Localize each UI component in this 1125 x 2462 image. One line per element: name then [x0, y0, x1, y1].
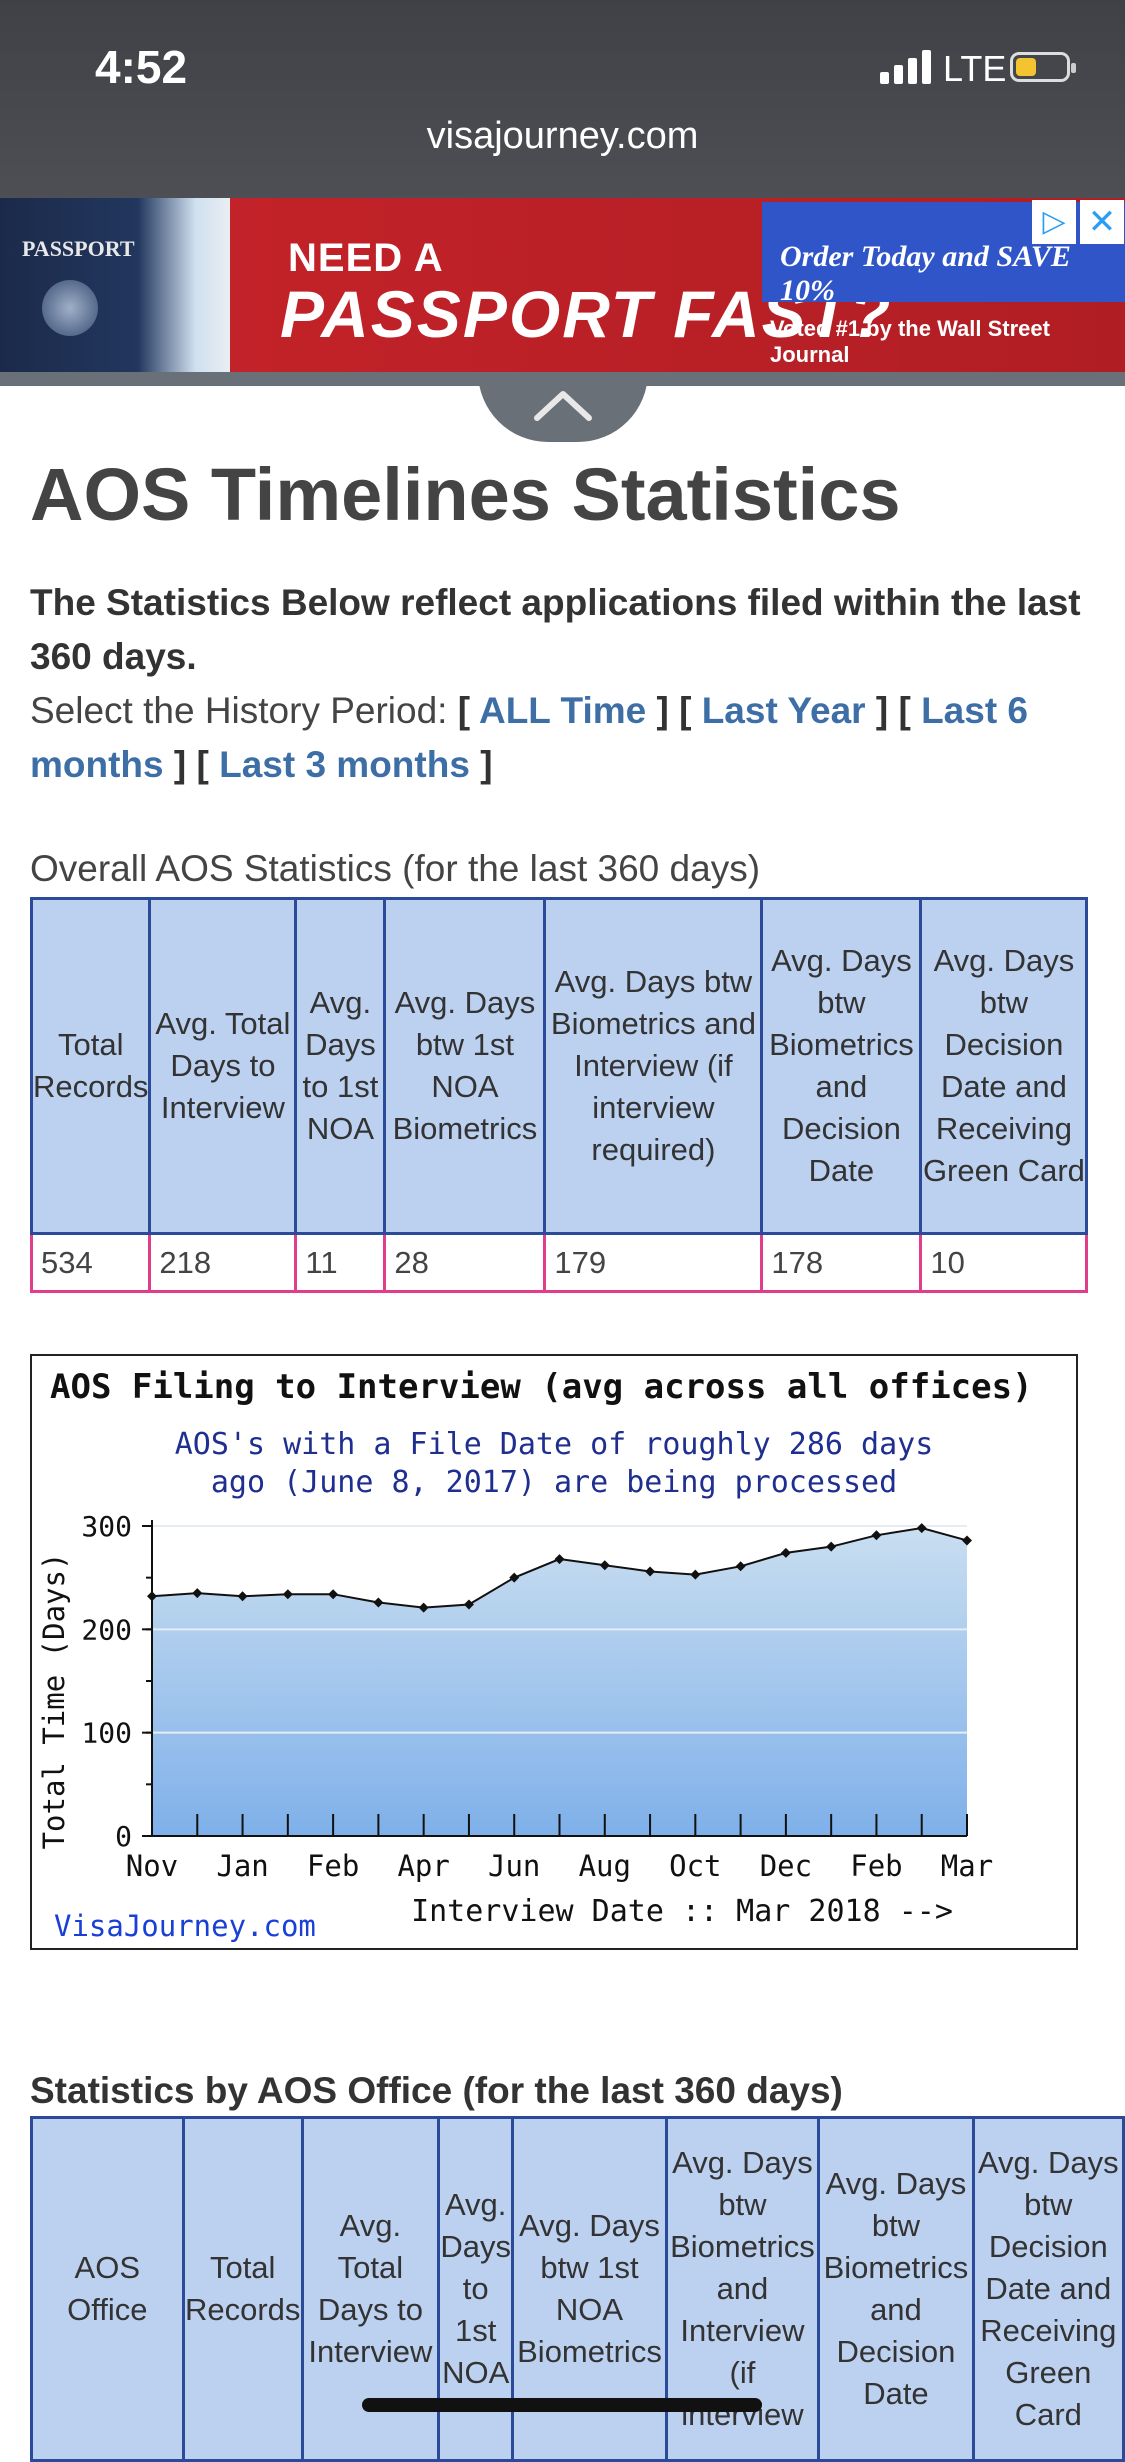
table-cell: 218	[148, 1232, 298, 1293]
x-tick-label: Jan	[216, 1849, 268, 1883]
header-aos-office: AOS Office	[30, 2116, 185, 2462]
data-point	[916, 1523, 927, 1534]
address-bar[interactable]: visajourney.com	[426, 115, 699, 157]
header-biometrics-interview: Avg. Days btw Biometrics and Interview (…	[543, 897, 764, 1235]
data-point	[871, 1530, 882, 1541]
history-label: Select the History Period:	[30, 690, 448, 731]
network-type: LTE	[943, 48, 1007, 89]
data-point	[373, 1597, 384, 1608]
header-biometrics-decision: Avg. Days btw Biometrics and Decision Da…	[817, 2116, 975, 2462]
browser-chrome: 4:52 LTE visajourney.com	[0, 0, 1125, 200]
x-tick-label: Feb	[850, 1849, 902, 1883]
page-title: AOS Timelines Statistics	[30, 453, 901, 536]
x-tick-label: Feb	[307, 1849, 359, 1883]
table-cell: 179	[543, 1232, 764, 1293]
seal-icon	[42, 280, 98, 336]
header-decision-green-card: Avg. Days btw Decision Date and Receivin…	[919, 897, 1089, 1235]
x-tick-label: Jun	[488, 1849, 540, 1883]
data-point	[509, 1572, 520, 1583]
header-biometrics-decision: Avg. Days btw Biometrics and Decision Da…	[760, 897, 923, 1235]
table-row: 534 218 11 28 179 178 10	[29, 1232, 1089, 1293]
x-tick-label: Dec	[760, 1849, 812, 1883]
ad-choices-icon[interactable]: ▷	[1032, 200, 1076, 244]
x-tick-label: Apr	[397, 1849, 449, 1883]
chevron-up-icon	[534, 391, 592, 421]
table-cell: 10	[919, 1232, 1089, 1293]
ad-banner[interactable]: PASSPORT NEED A PASSPORT FAST? Order Tod…	[0, 198, 1125, 372]
overall-stats-table: Total Records Avg. Total Days to Intervi…	[29, 897, 1089, 1293]
chart-subtitle-line-1: AOS's with a File Date of roughly 286 da…	[175, 1427, 934, 1462]
chart-subtitle-line-2: ago (June 8, 2017) are being processed	[211, 1465, 897, 1500]
chart-credit: VisaJourney.com	[54, 1909, 316, 1943]
close-icon[interactable]: ✕	[1080, 200, 1124, 244]
data-point	[328, 1589, 339, 1600]
table-cell: 11	[294, 1232, 387, 1293]
table-cell: 534	[29, 1232, 152, 1293]
data-point	[690, 1569, 701, 1580]
history-link-last-year[interactable]: Last Year	[701, 690, 866, 731]
data-point	[780, 1547, 791, 1558]
signal-icon	[880, 50, 931, 84]
ad-order-text: Order Today and SAVE 10%	[780, 240, 1071, 307]
header-decision-green-card: Avg. Days btw Decision Date and Receivin…	[971, 2116, 1125, 2462]
y-tick-label: 200	[81, 1613, 132, 1646]
chart-area	[152, 1528, 967, 1836]
table-cell: 178	[760, 1232, 923, 1293]
y-tick-label: 300	[81, 1510, 132, 1543]
history-link-last-6-months[interactable]: Last 6 months	[30, 690, 1029, 785]
y-tick-label: 0	[115, 1820, 132, 1853]
header-avg-days-1st-noa: Avg. Days to 1st NOA	[294, 897, 387, 1235]
office-stats-caption: Statistics by AOS Office (for the last 3…	[30, 2070, 843, 2111]
intro-text: The Statistics Below reflect application…	[30, 582, 1081, 677]
data-point	[554, 1554, 565, 1565]
ad-headline-small: NEED A	[288, 236, 444, 280]
data-point	[645, 1566, 656, 1577]
data-point	[962, 1535, 972, 1546]
header-total-records: Total Records	[29, 897, 152, 1235]
chart-svg: AOS Filing to Interview (avg across all …	[37, 1367, 1033, 1943]
header-avg-total-days: Avg. Total Days to Interview	[148, 897, 298, 1235]
x-tick-label: Aug	[579, 1849, 631, 1883]
x-axis-label: Interview Date :: Mar 2018 -->	[411, 1894, 953, 1929]
history-link-last-3-months[interactable]: Last 3 months	[219, 744, 470, 785]
data-point	[192, 1588, 203, 1599]
data-point	[599, 1560, 610, 1571]
data-point	[463, 1599, 474, 1610]
header-total-records: Total Records	[181, 2116, 304, 2462]
data-point	[735, 1561, 746, 1572]
y-tick-label: 100	[81, 1717, 132, 1750]
data-point	[826, 1541, 837, 1552]
status-time: 4:52	[95, 41, 188, 93]
data-point	[282, 1589, 293, 1600]
header-noa-biometrics: Avg. Days btw 1st NOA Biometrics	[383, 897, 547, 1235]
battery-icon	[1010, 52, 1076, 82]
x-tick-label: Nov	[126, 1849, 178, 1883]
table-header-row: Total Records Avg. Total Days to Intervi…	[29, 897, 1089, 1235]
y-axis-label: Total Time (Days)	[37, 1553, 71, 1850]
ad-voted-text: Voted #1 by the Wall Street Journal	[770, 316, 1050, 367]
history-link-all-time[interactable]: ALL Time	[478, 690, 647, 731]
history-period-selector: Select the History Period: [ ALL Time ] …	[30, 690, 1029, 785]
collapse-ad-button[interactable]	[478, 372, 648, 442]
chart-title: AOS Filing to Interview (avg across all …	[50, 1367, 1033, 1407]
table-cell: 28	[383, 1232, 547, 1293]
data-point	[418, 1602, 429, 1613]
data-point	[237, 1591, 248, 1602]
filing-to-interview-chart: AOS Filing to Interview (avg across all …	[30, 1354, 1078, 1950]
x-tick-label: Oct	[669, 1849, 721, 1883]
passport-image: PASSPORT	[0, 198, 230, 372]
overall-stats-caption: Overall AOS Statistics (for the last 360…	[30, 848, 761, 889]
home-indicator	[362, 2398, 762, 2412]
x-tick-label: Mar	[941, 1849, 993, 1883]
